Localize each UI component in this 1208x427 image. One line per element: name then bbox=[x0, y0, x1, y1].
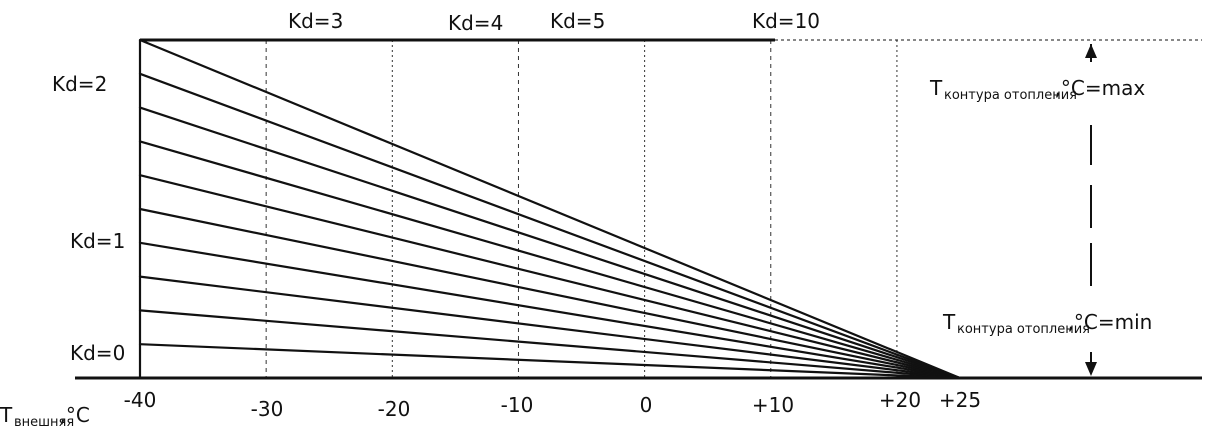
x-tick-label: -30 bbox=[251, 397, 284, 421]
curve-line-7 bbox=[138, 140, 962, 380]
series-layer bbox=[138, 38, 962, 380]
series-label-kd-3: Kd=3 bbox=[288, 9, 343, 33]
vertical-range-indicator bbox=[1085, 44, 1097, 376]
curve-line-6 bbox=[138, 174, 962, 380]
curve-line-1 bbox=[138, 343, 962, 380]
series-label-kd-5: Kd=5 bbox=[550, 9, 605, 33]
label-layer: Kd=0 Kd=1 Kd=2 Kd=3 Kd=4 Kd=5 Kd=10 -40 -30 -20 -1… bbox=[0, 9, 1152, 427]
axis-layer bbox=[75, 38, 1202, 380]
y-axis-label-max-main: T bbox=[929, 76, 943, 100]
series-label-kd-4: Kd=4 bbox=[448, 11, 503, 35]
series-label-kd-0: Kd=0 bbox=[70, 341, 125, 365]
x-axis-label-main: T bbox=[0, 403, 13, 427]
curve-line-4 bbox=[138, 241, 962, 380]
x-tick-label: 0 bbox=[640, 393, 653, 417]
y-axis-label-max-sub: контура отопления bbox=[944, 88, 1077, 103]
x-axis-label-sub: внешняя bbox=[14, 415, 74, 427]
series-label-kd-2: Kd=2 bbox=[52, 72, 107, 96]
curve-line-3 bbox=[138, 275, 962, 380]
x-axis-label-suffix: ,°C bbox=[60, 403, 90, 427]
range-arrow-up-icon bbox=[1085, 44, 1097, 58]
curve-line-9 bbox=[138, 72, 962, 380]
x-tick-label: -10 bbox=[501, 393, 534, 417]
y-axis-label-min-suffix: ,°C=min bbox=[1068, 310, 1153, 334]
curve-line-2 bbox=[138, 309, 962, 380]
x-tick-label: +25 bbox=[939, 388, 981, 412]
series-label-kd-10: Kd=10 bbox=[752, 9, 820, 33]
grid-layer bbox=[265, 40, 898, 378]
x-tick-label: +10 bbox=[752, 393, 794, 417]
curve-line-10 bbox=[138, 38, 962, 380]
x-tick-label: +20 bbox=[879, 388, 921, 412]
y-axis-label-min-sub: контура отопления bbox=[957, 322, 1090, 337]
x-tick-label: -40 bbox=[124, 388, 157, 412]
curve-line-5 bbox=[138, 207, 962, 380]
curve-line-8 bbox=[138, 106, 962, 380]
x-tick-label: -20 bbox=[378, 397, 411, 421]
series-label-kd-1: Kd=1 bbox=[70, 229, 125, 253]
y-axis-label-max-suffix: ,°C=max bbox=[1055, 76, 1146, 100]
range-arrow-down-icon bbox=[1085, 362, 1097, 376]
y-axis-label-min-main: T bbox=[942, 310, 956, 334]
